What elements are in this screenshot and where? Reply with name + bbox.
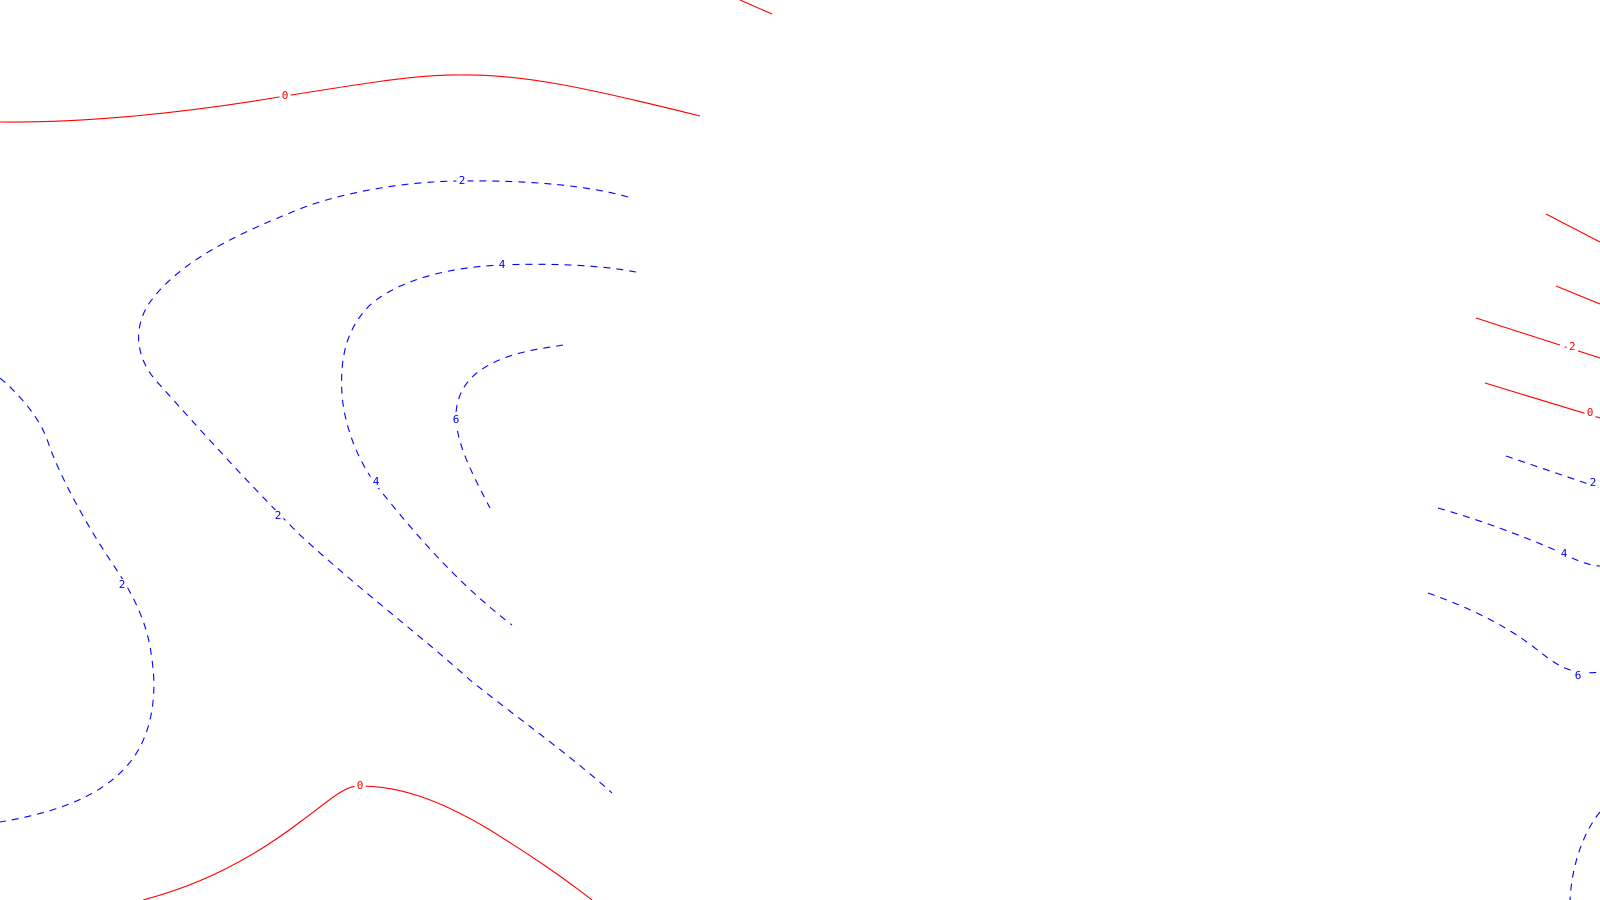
contour-label-background [450, 414, 462, 426]
contour-label-background [1558, 548, 1570, 560]
contour-label: 0 [282, 89, 289, 102]
contour-label-background [354, 780, 366, 792]
contour-labels: 0 2 4 4 6 2 2 0 -2 0 2 4 6 [116, 89, 1599, 792]
contour-line-c6-arc-left [455, 344, 564, 509]
contour-label: 6 [1575, 669, 1582, 682]
contour-label-background [279, 90, 291, 102]
contour-line-cneg-right-1 [1545, 213, 1600, 243]
contour-label-background [370, 476, 382, 488]
contour-label: 2 [119, 578, 126, 591]
contour-line-c0-top-stub [739, 0, 773, 15]
contour-label: -2 [1562, 340, 1575, 353]
contour-label-background [1560, 341, 1578, 353]
contour-line-c4-arc-left [341, 263, 637, 626]
contour-line-c0-right [1484, 382, 1600, 419]
contour-label: 4 [499, 258, 506, 271]
contour-label: 2 [275, 509, 282, 522]
contour-label-background [272, 510, 284, 522]
contour-label: 4 [373, 475, 380, 488]
contour-label-background [1587, 477, 1599, 489]
contour-line-cneg-right-2 [1555, 285, 1600, 305]
contour-label-background [116, 579, 128, 591]
contour-label: 6 [453, 413, 460, 426]
contour-label: 2 [1590, 476, 1597, 489]
contour-line-c0-top-left [0, 74, 701, 123]
contour-line-cneg-right-3 [1475, 317, 1600, 359]
contour-label: 2 [459, 174, 466, 187]
contour-line-cpos-bottom-right [1569, 811, 1600, 900]
contour-label-background [496, 259, 508, 271]
contour-line-c4-right [1437, 507, 1600, 567]
contour-label-background [1584, 407, 1596, 419]
contour-label: 0 [1587, 406, 1594, 419]
contour-label-background [1572, 670, 1584, 682]
contour-label-background [456, 175, 468, 187]
contour-line-c2-far-left [0, 377, 155, 823]
contour-label: 0 [357, 779, 364, 792]
contour-label: 4 [1561, 547, 1568, 560]
contour-line-c2-arc-left [138, 180, 629, 794]
contour-line-c2-right [1505, 455, 1600, 489]
